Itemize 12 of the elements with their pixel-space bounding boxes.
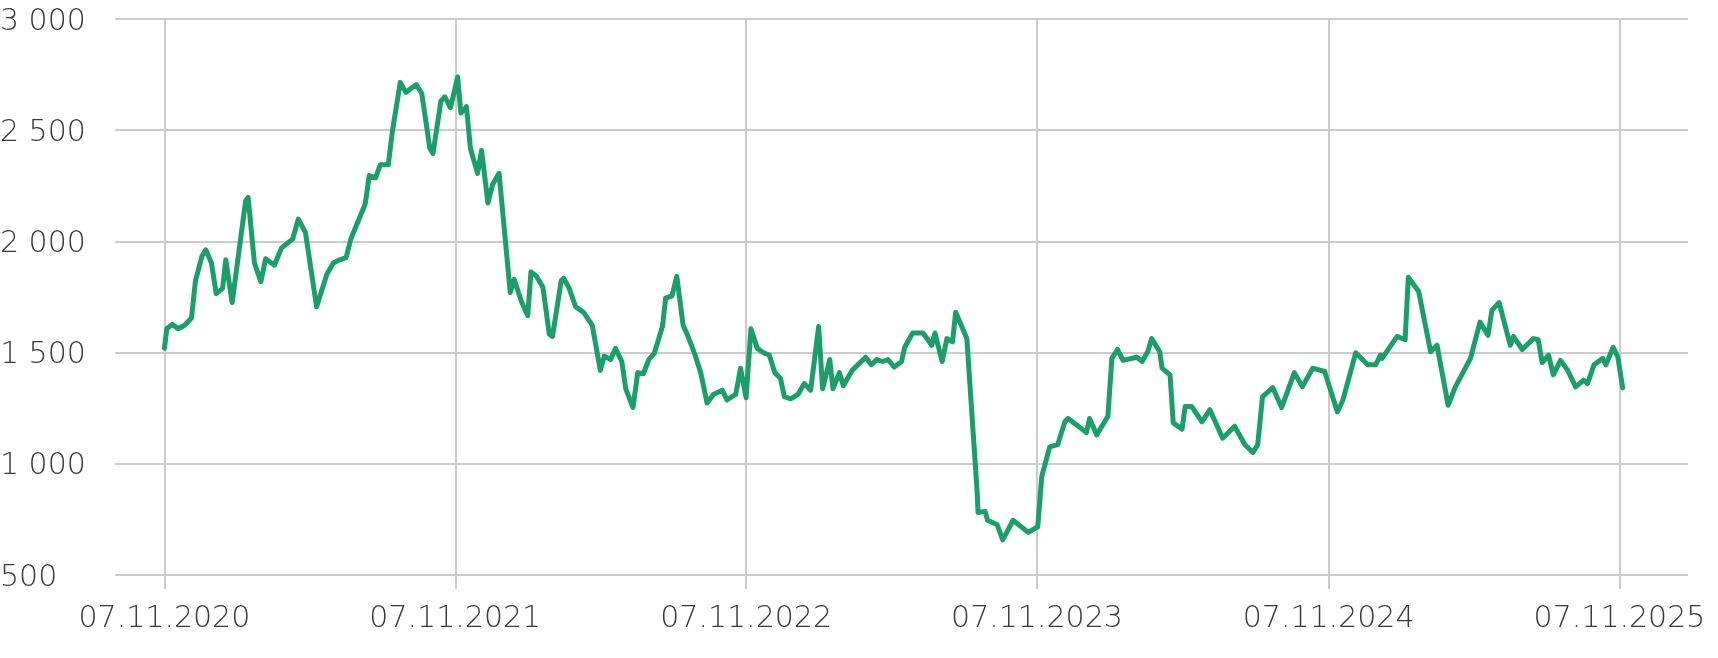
y-tick-label: 2 500 (0, 112, 86, 148)
x-tick-label: 07.11.2021 (369, 598, 542, 634)
x-tick-label: 07.11.2024 (1242, 598, 1415, 634)
x-tick-label: 07.11.2022 (660, 598, 832, 634)
x-tick-label: 07.11.2025 (1533, 598, 1706, 634)
y-tick-label: 500 (0, 557, 58, 593)
y-tick-label: 2 000 (0, 223, 86, 259)
y-tick-label: 1 500 (0, 335, 86, 371)
y-tick-label: 3 000 (0, 1, 86, 37)
x-tick-label: 07.11.2023 (951, 598, 1123, 634)
y-tick-label: 1 000 (0, 446, 86, 482)
x-tick-label: 07.11.2020 (78, 598, 251, 634)
